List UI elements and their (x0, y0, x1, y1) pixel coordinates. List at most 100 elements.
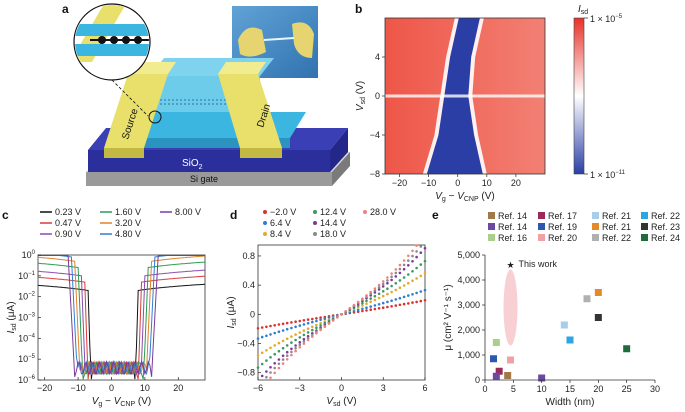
data-point (386, 292, 389, 296)
data-point (495, 367, 503, 375)
y-axis-label: μ (cm² V⁻¹ s⁻¹) (443, 284, 454, 350)
data-point (377, 288, 381, 291)
x-tick-label: 0 (455, 178, 460, 188)
data-point (302, 340, 306, 343)
legend-label: 8.4 V (270, 229, 291, 239)
data-point (377, 307, 381, 310)
data-point (369, 305, 373, 308)
data-point (269, 371, 272, 374)
data-point (373, 287, 377, 290)
data-point (277, 362, 281, 366)
data-point (311, 317, 314, 321)
colorbar-title: Isd (578, 4, 588, 16)
data-point (273, 371, 277, 375)
x-tick-label: 0 (339, 383, 344, 393)
y-tick-label: 4,000 (457, 275, 480, 285)
data-point (290, 326, 293, 330)
data-point (265, 349, 268, 352)
data-point (402, 284, 406, 287)
data-point (311, 335, 314, 338)
data-point (277, 330, 281, 334)
data-point (331, 319, 335, 322)
x-tick-label: 3 (381, 383, 386, 393)
data-point (407, 302, 410, 305)
data-point (402, 267, 406, 271)
data-point (377, 283, 381, 287)
data-point (398, 267, 402, 271)
data-point (381, 301, 385, 305)
data-point (306, 336, 310, 340)
data-point (402, 276, 406, 279)
legend-label: Ref. 16 (498, 233, 527, 243)
x-tick-label: 5 (511, 384, 516, 394)
si-gate-label: Si gate (190, 174, 218, 184)
data-point (361, 297, 364, 301)
y-tick-label: 0.8 (242, 251, 255, 261)
zoom-inset-circle (73, 3, 162, 124)
data-point (373, 298, 377, 302)
data-point (306, 321, 310, 325)
data-point (386, 305, 389, 309)
data-point (323, 320, 327, 323)
data-point (294, 320, 297, 324)
data-point (285, 327, 289, 331)
data-point (492, 339, 500, 346)
x-tick-label: 25 (622, 384, 632, 394)
data-point (365, 306, 368, 310)
data-point (373, 294, 377, 298)
legend-label: 0.47 V (55, 218, 81, 228)
data-point (269, 346, 272, 350)
data-point (348, 306, 352, 310)
data-point (277, 366, 281, 370)
data-point (398, 296, 402, 300)
x-tick-label: 0 (482, 384, 487, 394)
data-point (386, 287, 389, 291)
legend-marker (363, 210, 367, 214)
data-point (302, 323, 306, 326)
legend-swatch (592, 212, 599, 219)
data-point (290, 321, 293, 324)
legend-label: Ref. 14 (498, 211, 527, 221)
data-point (336, 316, 339, 319)
x-tick-label: 20 (173, 383, 183, 393)
data-point (423, 246, 427, 250)
data-point (298, 331, 302, 334)
data-point (398, 286, 402, 290)
data-point (369, 297, 373, 300)
data-point (344, 310, 348, 313)
x-tick-label: −10 (70, 383, 85, 393)
data-point (369, 290, 373, 294)
data-point (306, 318, 310, 321)
y-tick-label: −0.8 (237, 368, 255, 378)
data-point (273, 362, 277, 365)
legend-label: Ref. 21 (602, 211, 631, 221)
data-point (394, 268, 398, 271)
data-point (390, 290, 393, 294)
data-point (381, 280, 385, 283)
data-point (415, 244, 418, 247)
data-point (407, 273, 410, 276)
panel-letter-a: a (62, 2, 69, 16)
data-point (285, 321, 289, 325)
data-point (319, 318, 322, 322)
data-point (306, 327, 310, 331)
data-point (281, 329, 285, 332)
y-tick-label: 10−2 (18, 292, 36, 302)
legend-marker (313, 232, 317, 236)
data-point (260, 351, 264, 355)
legend-label: Ref. 14 (498, 222, 527, 232)
x-axis-label: Width (nm) (546, 397, 595, 408)
data-point (273, 344, 277, 347)
data-point (260, 326, 264, 329)
data-point (377, 296, 381, 300)
data-point (419, 251, 423, 254)
data-point (415, 255, 418, 259)
data-point (273, 366, 277, 370)
this-work-star: ★ (506, 260, 514, 270)
y-axis-label: Isd (μA) (226, 296, 238, 328)
data-point (361, 309, 364, 313)
data-point (423, 288, 427, 292)
data-point (256, 366, 260, 369)
data-point (386, 300, 389, 304)
